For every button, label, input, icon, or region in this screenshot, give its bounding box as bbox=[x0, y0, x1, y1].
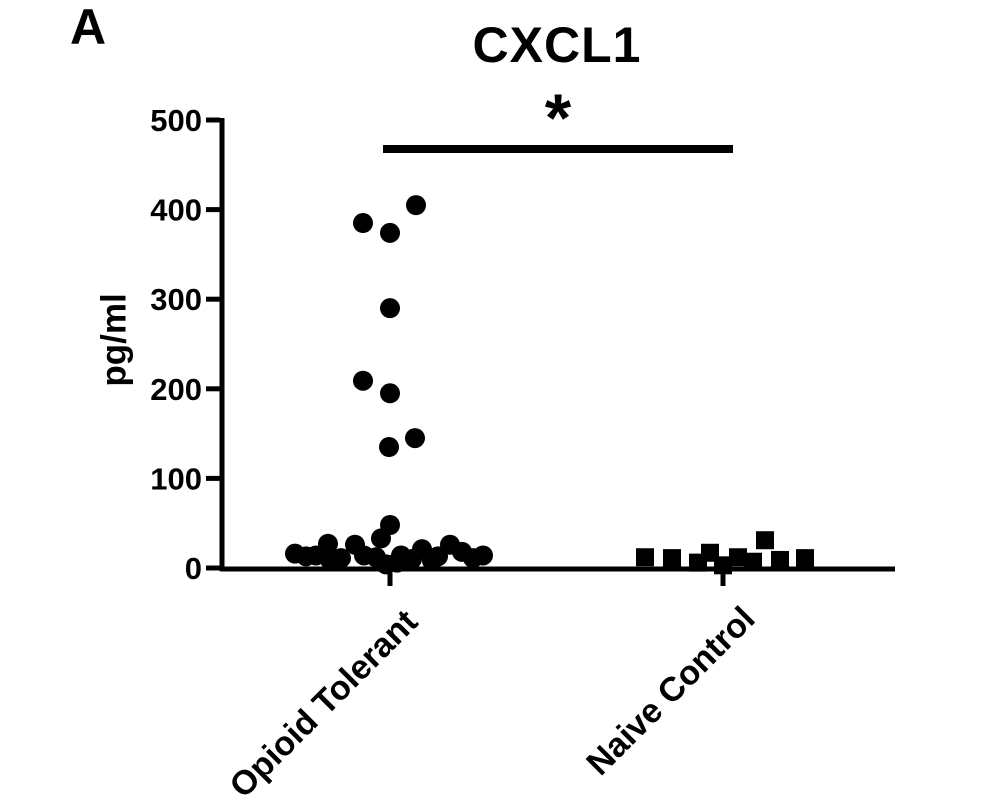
data-point-square bbox=[729, 548, 747, 567]
data-point-square bbox=[756, 531, 774, 550]
y-axis-label: pg/ml bbox=[94, 293, 134, 387]
y-tick-label: 300 bbox=[150, 282, 202, 317]
data-point-square bbox=[744, 552, 762, 571]
data-point-circle bbox=[380, 222, 400, 243]
y-tick-label: 200 bbox=[150, 372, 202, 407]
data-point-circle bbox=[353, 213, 373, 234]
y-tick-label: 500 bbox=[150, 103, 202, 138]
data-point-circle bbox=[371, 528, 391, 549]
data-point-circle bbox=[353, 370, 373, 391]
data-point-circle bbox=[406, 195, 426, 216]
y-tick-label: 400 bbox=[150, 193, 202, 228]
data-point-circle bbox=[331, 548, 351, 569]
panel-label: A bbox=[70, 0, 107, 55]
y-tick-label: 100 bbox=[150, 461, 202, 496]
data-point-square bbox=[796, 549, 814, 568]
data-point-circle bbox=[380, 298, 400, 319]
data-point-circle bbox=[318, 533, 338, 554]
data-point-square bbox=[636, 548, 654, 567]
data-point-square bbox=[771, 550, 789, 569]
data-point-circle bbox=[405, 428, 425, 449]
data-point-circle bbox=[379, 437, 399, 458]
data-point-circle bbox=[473, 545, 493, 566]
data-point-square bbox=[663, 549, 681, 568]
significance-bar bbox=[383, 145, 733, 153]
y-tick-label: 0 bbox=[185, 551, 202, 586]
significance-asterisk: * bbox=[544, 80, 572, 156]
data-point-circle bbox=[380, 383, 400, 404]
data-point-square bbox=[714, 556, 732, 575]
chart-title: CXCL1 bbox=[472, 17, 642, 73]
